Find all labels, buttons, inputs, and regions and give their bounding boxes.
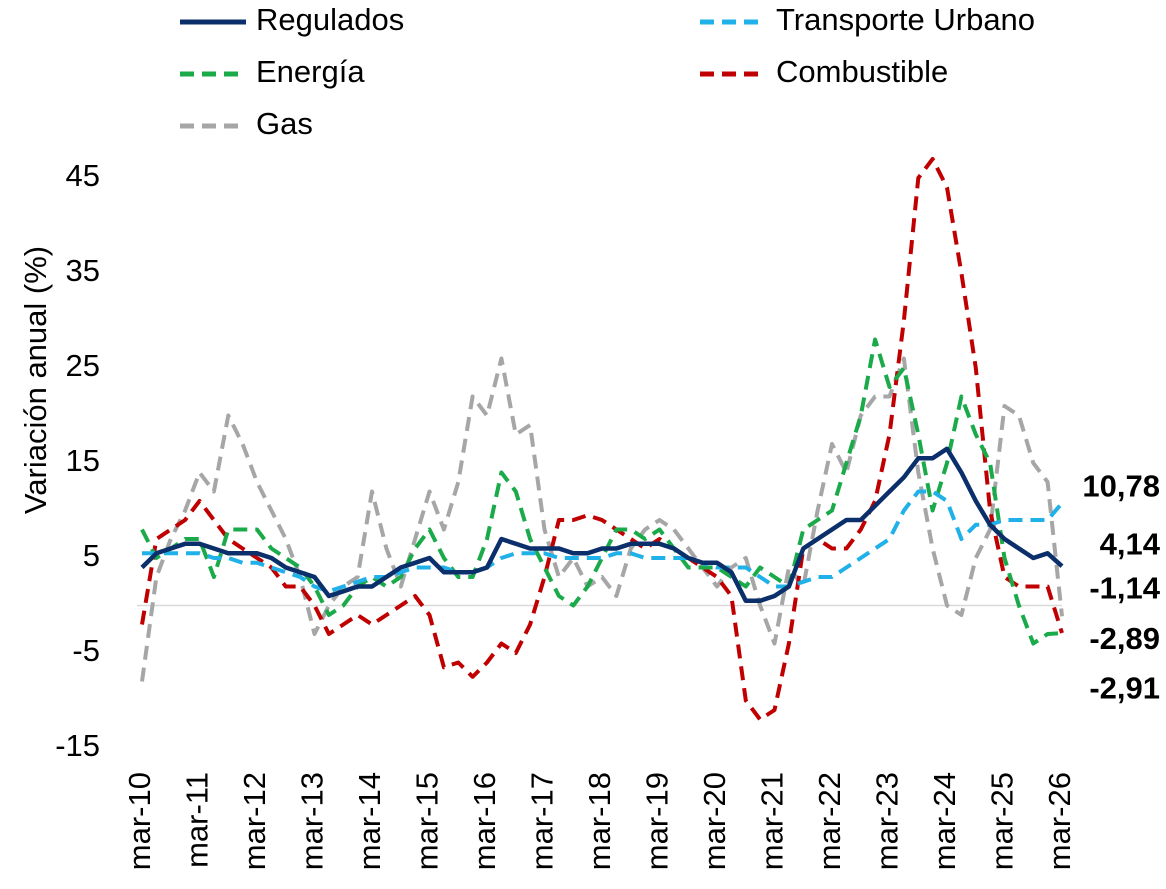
x-tick-label: mar-11 — [180, 772, 215, 868]
end-label: -1,14 — [1089, 571, 1160, 606]
x-tick-label: mar-13 — [295, 772, 330, 870]
x-tick-label: mar-14 — [352, 772, 387, 870]
x-tick-label: mar-15 — [410, 772, 445, 870]
legend-label: Gas — [256, 106, 313, 141]
x-tick-label: mar-24 — [927, 772, 962, 870]
y-tick-label: -15 — [55, 728, 100, 763]
y-tick-label: -5 — [72, 633, 100, 668]
series-line — [140, 337, 1063, 646]
y-tick-label: 15 — [66, 443, 100, 478]
x-tick-label: mar-21 — [755, 772, 790, 870]
end-label: -2,91 — [1089, 670, 1160, 705]
y-axis-label: Variación anual (%) — [18, 246, 53, 514]
x-tick-label: mar-16 — [467, 772, 502, 870]
end-label: 4,14 — [1100, 526, 1161, 561]
series-line — [140, 157, 1064, 722]
x-tick-label: mar-18 — [582, 772, 617, 870]
x-tick-label: mar-23 — [870, 772, 905, 870]
y-tick-label: 5 — [83, 538, 100, 573]
series-line — [142, 489, 1064, 594]
x-tick-label: mar-19 — [640, 772, 675, 870]
x-tick-label: mar-10 — [122, 772, 157, 870]
y-tick-label: 35 — [66, 253, 100, 288]
x-tick-label: mar-12 — [237, 772, 272, 870]
x-tick-label: mar-20 — [697, 772, 732, 870]
x-tick-label: mar-17 — [525, 772, 560, 870]
series-line — [140, 356, 1064, 682]
x-tick-label: mar-25 — [985, 772, 1020, 870]
series-line — [140, 446, 1064, 604]
y-tick-label: 25 — [66, 348, 100, 383]
end-label: -2,89 — [1089, 621, 1160, 656]
legend-label: Regulados — [256, 2, 404, 37]
legend-label: Transporte Urbano — [776, 2, 1035, 37]
y-tick-label: 45 — [66, 158, 100, 193]
x-tick-label: mar-26 — [1042, 772, 1077, 870]
end-label: 10,78 — [1082, 468, 1160, 503]
x-tick-label: mar-22 — [812, 772, 847, 870]
legend-label: Energía — [256, 54, 365, 89]
legend-label: Combustible — [776, 54, 948, 89]
